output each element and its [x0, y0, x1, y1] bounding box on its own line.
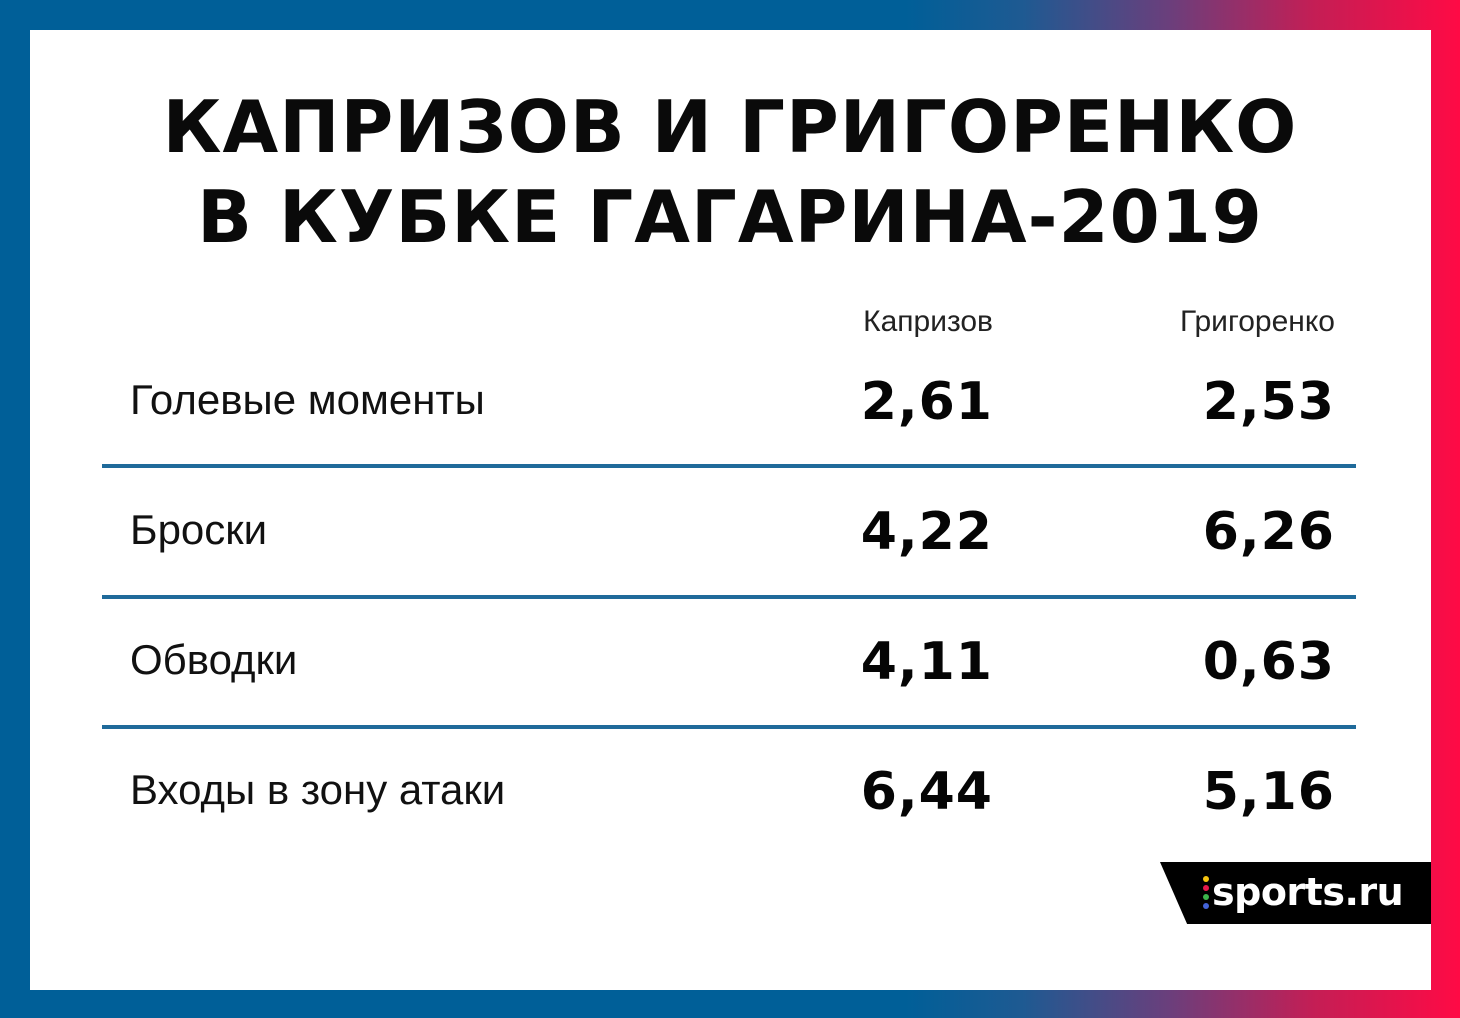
row-value-grigorenko: 0,63 — [1202, 632, 1335, 692]
row-label-scoring-chances: Голевые моменты — [130, 376, 485, 423]
row-label-shots: Броски — [130, 506, 268, 553]
row-value-grigorenko: 6,26 — [1202, 502, 1335, 562]
logo-dot — [1203, 894, 1209, 900]
row-divider — [102, 464, 1356, 468]
logo-dots-icon — [1203, 876, 1209, 912]
logo-text: sports.ru — [1212, 870, 1404, 914]
row-label-zone-entries: Входы в зону атаки — [130, 766, 506, 813]
logo-dot — [1203, 885, 1209, 891]
page-title: КАПРИЗОВ И ГРИГОРЕНКО В КУБКЕ ГАГАРИНА-2… — [0, 82, 1460, 262]
row-value-grigorenko: 5,16 — [1202, 762, 1335, 822]
row-value-kaprizov: 6,44 — [860, 762, 993, 822]
row-value-kaprizov: 4,22 — [860, 502, 993, 562]
logo-dot — [1203, 876, 1209, 882]
row-divider — [102, 725, 1356, 729]
content-card — [30, 30, 1431, 990]
row-divider — [102, 595, 1356, 599]
column-header-grigorenko: Григоренко — [1179, 305, 1335, 338]
row-value-kaprizov: 4,11 — [860, 632, 993, 692]
row-label-dekes: Обводки — [130, 636, 298, 683]
column-header-kaprizov: Капризов — [863, 305, 993, 338]
logo-dot — [1203, 903, 1209, 909]
row-value-kaprizov: 2,61 — [860, 372, 993, 432]
title-line-2: В КУБКЕ ГАГАРИНА-2019 — [197, 175, 1263, 259]
sports-ru-logo — [1160, 862, 1431, 924]
title-line-1: КАПРИЗОВ И ГРИГОРЕНКО — [162, 85, 1298, 169]
row-value-grigorenko: 2,53 — [1202, 372, 1335, 432]
